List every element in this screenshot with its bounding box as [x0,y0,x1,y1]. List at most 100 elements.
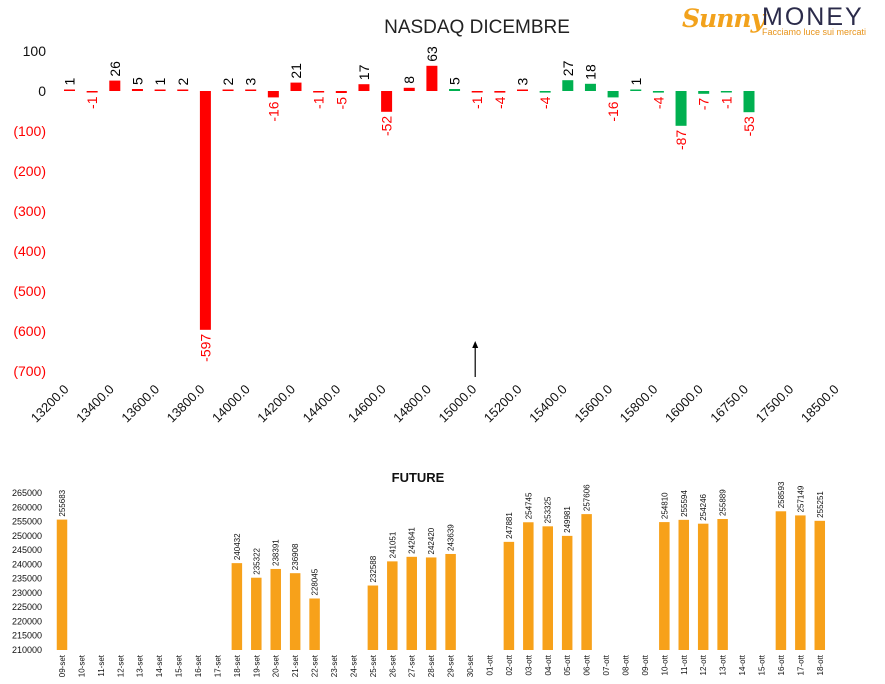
x-tick-label: 02-ott [505,654,514,675]
future-bar [425,557,437,650]
nasdaq-bar [131,89,143,91]
nasdaq-bar [539,91,551,93]
nasdaq-data-label: -597 [197,334,213,362]
x-tick-label: 14-set [155,654,164,677]
nasdaq-data-label: -1 [311,96,327,109]
x-tick-label: 27-set [408,654,417,677]
y-tick-label: 240000 [12,559,42,569]
x-tick-label: 17500.0 [753,382,797,426]
x-tick-label: 20-set [272,654,281,677]
nasdaq-bar [562,80,574,91]
future-data-label: 243639 [447,524,456,551]
future-data-label: 254810 [660,492,669,519]
nasdaq-data-label: 26 [107,61,123,77]
future-bar [697,523,709,650]
nasdaq-bar [86,91,98,93]
future-data-label: 255594 [680,490,689,517]
nasdaq-bar [267,91,279,98]
x-tick-label: 15400.0 [526,382,570,426]
future-bar [659,522,670,650]
x-tick-label: 03-ott [524,654,533,675]
x-tick-label: 28-set [427,654,436,677]
nasdaq-bar [675,91,687,126]
x-tick-label: 23-set [330,654,339,677]
current-price-arrow-head [472,341,479,348]
future-data-label: 253325 [544,496,553,523]
nasdaq-data-label: 17 [356,64,372,80]
nasdaq-bar [630,89,642,91]
x-tick-label: 11-ott [680,654,689,675]
x-tick-label: 26-set [388,654,397,677]
y-tick-label: (300) [13,203,46,219]
x-tick-label: 16750.0 [707,382,751,426]
x-tick-label: 07-ott [602,654,611,675]
x-tick-label: 14400.0 [300,382,344,426]
x-tick-label: 04-ott [544,654,553,675]
future-data-label: 240432 [233,533,242,560]
nasdaq-data-label: -1 [718,96,734,109]
nasdaq-bar [720,91,732,93]
nasdaq-bar [222,89,234,91]
x-tick-label: 13400.0 [73,382,117,426]
x-tick-label: 14200.0 [254,382,298,426]
future-chart: FUTURE 210000 215000 220000 225000 230000 2350… [12,470,826,677]
future-data-label: 238391 [272,539,281,566]
future-bar [270,568,281,650]
future-bar [542,526,553,650]
nasdaq-data-label: -52 [379,116,395,136]
x-tick-label: 11-set [97,654,106,676]
x-tick-label: 15800.0 [617,382,661,426]
y-tick-label: 220000 [12,616,42,626]
y-tick-label: (500) [13,283,46,299]
y-tick-label: 245000 [12,545,42,555]
nasdaq-data-label: -16 [265,101,281,121]
nasdaq-bar [290,82,302,91]
x-tick-label: 21-set [291,654,300,677]
nasdaq-data-label: 1 [62,78,78,86]
x-tick-label: 15-ott [757,654,766,675]
y-tick-label: (200) [13,163,46,179]
logo-brand-sunny: Sunny [682,4,765,33]
nasdaq-bar [652,91,664,93]
future-bar [445,553,456,650]
future-data-label: 242420 [427,527,436,554]
x-tick-label: 30-set [466,654,475,677]
y-tick-label: (600) [13,323,46,339]
y-tick-label: 250000 [12,531,42,541]
nasdaq-bar [517,89,528,91]
nasdaq-data-label: 5 [129,77,145,85]
x-tick-label: 16-set [194,654,203,677]
y-tick-label: (100) [13,123,46,139]
nasdaq-bar [177,89,189,91]
logo-brand-money: MONEY [762,3,864,31]
future-data-label: 228045 [311,568,320,595]
x-tick-label: 18500.0 [798,382,842,426]
x-tick-label: 13600.0 [118,382,162,426]
x-tick-label: 15200.0 [481,382,525,426]
x-tick-label: 13800.0 [164,382,208,426]
x-tick-label: 09-ott [641,654,650,675]
future-bar [775,511,787,650]
future-title: FUTURE [392,470,445,485]
future-bar [717,519,728,650]
nasdaq-data-label: 63 [424,46,440,62]
nasdaq-bar [743,91,755,113]
x-tick-label: 25-set [369,654,378,677]
y-tick-label: 255000 [12,517,42,527]
future-bar [387,561,398,650]
x-tick-label: 01-ott [485,654,494,675]
nasdaq-data-label: 2 [220,78,236,86]
nasdaq-data-label: 1 [628,78,644,86]
nasdaq-bar [403,87,415,91]
future-data-label: 257606 [583,484,592,511]
nasdaq-bar [358,84,370,91]
y-tick-label: 215000 [12,631,42,641]
nasdaq-data-label: 3 [243,77,259,85]
nasdaq-bar [381,91,393,112]
future-data-label: 232588 [369,555,378,582]
x-tick-label: 10-set [77,654,86,677]
nasdaq-data-label: 3 [515,78,531,86]
future-data-label: 236908 [291,543,300,570]
x-tick-label: 16000.0 [662,382,706,426]
